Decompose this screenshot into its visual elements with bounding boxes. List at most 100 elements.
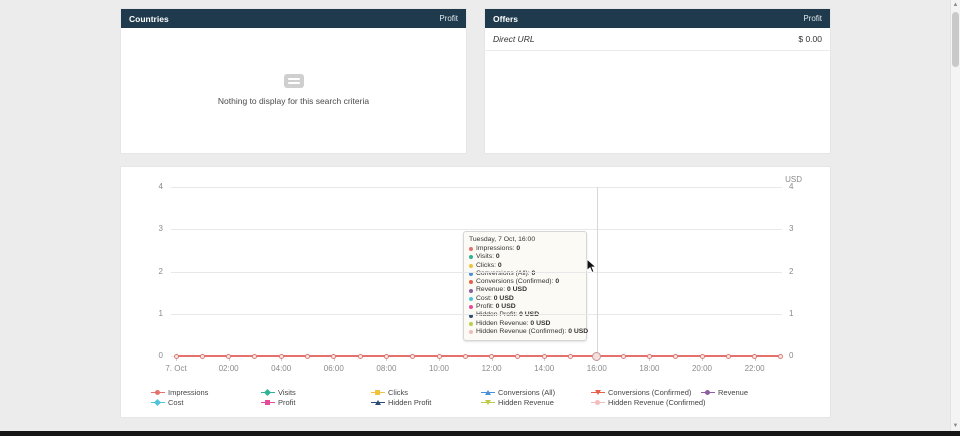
- x-axis-label: 20:00: [691, 364, 713, 373]
- x-axis-tick: [334, 357, 335, 361]
- y-axis-label-right: 3: [789, 224, 794, 234]
- legend-series-marker-icon: [481, 399, 495, 406]
- scrollbar-down-arrow-icon[interactable]: ▼: [952, 423, 959, 429]
- legend-series-marker-icon: [261, 388, 275, 397]
- data-point-marker: [200, 353, 205, 359]
- offer-profit-value: $ 0.00: [798, 34, 822, 44]
- x-axis-label: 14:00: [534, 364, 555, 373]
- data-point-marker: [621, 353, 626, 359]
- y-axis-label-left: 4: [158, 182, 163, 191]
- y-axis-label-left: 2: [158, 266, 163, 276]
- countries-panel-title: Countries: [129, 13, 169, 24]
- offer-row-direct-url[interactable]: Direct URL $ 0.00: [485, 28, 830, 51]
- x-axis-tick: [439, 357, 440, 361]
- x-axis-tick: [702, 357, 703, 361]
- legend-series-marker-icon: [591, 389, 605, 396]
- data-point-marker: [673, 353, 678, 359]
- legend-series-marker-icon: [151, 389, 165, 396]
- tooltip-item: Hidden Revenue (Confirmed): 0 USD: [469, 328, 588, 336]
- legend-label: Hidden Profit: [388, 398, 432, 407]
- x-axis-label: 08:00: [376, 364, 397, 373]
- countries-panel-header: Countries Profit: [121, 9, 466, 28]
- y-axis-label-right: 4: [789, 182, 794, 191]
- x-axis-tick: [755, 357, 756, 361]
- legend-label: Impressions: [168, 388, 209, 397]
- data-point-marker: [437, 353, 442, 359]
- tooltip-item: Hidden Profit: 0 USD: [469, 311, 581, 319]
- series-color-dot: [469, 305, 473, 310]
- scrollbar-up-arrow-icon[interactable]: ▲: [952, 2, 959, 8]
- x-axis-label: 02:00: [218, 364, 239, 373]
- legend-label: Clicks: [388, 388, 408, 397]
- legend-item-hidden-revenue[interactable]: Hidden Revenue: [481, 398, 554, 407]
- tooltip-item: Clicks: 0: [469, 262, 581, 270]
- legend-label: Profit: [278, 398, 296, 407]
- legend-label: Hidden Revenue (Confirmed): [608, 398, 706, 407]
- y-gridline: [171, 314, 782, 315]
- y-axis-label-right: 2: [789, 266, 794, 276]
- data-point-marker: [568, 353, 573, 359]
- series-color-dot: [469, 330, 473, 335]
- series-color-dot: [469, 272, 473, 277]
- tooltip-item: Impressions: 0: [469, 245, 581, 253]
- legend-item-hidden-profit[interactable]: Hidden Profit: [371, 398, 431, 407]
- legend-item-cost[interactable]: Cost: [151, 398, 183, 407]
- data-point-marker: [542, 353, 547, 359]
- y-axis-label-left: 1: [158, 308, 163, 318]
- legend-item-hidden-revenue-confirmed-[interactable]: Hidden Revenue (Confirmed): [591, 398, 706, 407]
- mouse-cursor: [586, 259, 598, 274]
- x-axis-label: 04:00: [271, 364, 292, 373]
- legend-label: Visits: [278, 388, 296, 397]
- series-color-dot: [469, 313, 473, 318]
- offers-panel-title: Offers: [493, 13, 519, 24]
- chart-tooltip: Tuesday, 7 Oct, 16:00 Impressions: 0 Visi…: [463, 231, 588, 342]
- data-point-marker: [174, 353, 179, 359]
- legend-series-marker-icon: [701, 389, 715, 396]
- legend-series-marker-icon: [371, 389, 385, 396]
- data-point-marker: [226, 353, 231, 359]
- window-bottom-edge: [0, 431, 960, 436]
- empty-state-icon: [283, 74, 304, 88]
- legend-item-conversions-confirmed-[interactable]: Conversions (Confirmed): [591, 388, 691, 397]
- tooltip-item: Hidden Revenue: 0 USD: [469, 320, 581, 328]
- legend-item-visits[interactable]: Visits: [261, 388, 296, 397]
- legend-item-conversions-all-[interactable]: Conversions (All): [481, 388, 555, 397]
- tooltip-item: Profit: 0 USD: [469, 303, 581, 311]
- offer-name[interactable]: Direct URL: [493, 34, 535, 44]
- data-point-marker: [647, 353, 652, 359]
- series-color-dot: [469, 247, 473, 252]
- legend-series-marker-icon: [591, 399, 605, 406]
- x-axis-tick: [649, 357, 650, 361]
- series-color-dot: [469, 296, 473, 301]
- tooltip-item: Conversions (All): 0: [469, 270, 581, 278]
- data-point-marker: [778, 353, 783, 359]
- scrollbar-thumb[interactable]: [952, 12, 959, 67]
- legend-item-profit[interactable]: Profit: [261, 398, 296, 407]
- countries-profit-column-label: Profit: [439, 14, 458, 23]
- series-color-dot: [469, 280, 473, 285]
- tooltip-item: Revenue: 0 USD: [469, 286, 581, 294]
- data-point-marker: [305, 353, 310, 359]
- y-axis-label-right: 0: [789, 351, 794, 360]
- vertical-scrollbar[interactable]: ▲ ▼: [950, 0, 960, 431]
- data-point-marker: [515, 353, 520, 359]
- x-axis-label: 22:00: [744, 364, 765, 373]
- y-gridline: [171, 187, 782, 188]
- data-point-marker: [489, 353, 494, 359]
- x-axis-tick: [544, 357, 545, 361]
- legend-item-clicks[interactable]: Clicks: [371, 388, 408, 397]
- x-axis-label: 10:00: [428, 364, 450, 373]
- y-gridline: [171, 229, 782, 230]
- series-color-dot: [469, 288, 473, 293]
- legend-series-marker-icon: [151, 398, 165, 407]
- hovered-point-marker: [592, 351, 601, 361]
- chart-panel[interactable]: USD Tuesday, 7 Oct, 16:00 Impressions: 0…: [120, 166, 831, 418]
- offers-panel: Offers Profit Direct URL $ 0.00: [484, 8, 831, 154]
- legend-label: Conversions (Confirmed): [608, 388, 692, 397]
- legend-item-revenue[interactable]: Revenue: [701, 388, 748, 397]
- data-point-marker: [279, 353, 284, 359]
- legend-item-impressions[interactable]: Impressions: [151, 388, 208, 397]
- legend-series-marker-icon: [371, 399, 385, 406]
- tooltip-item: Conversions (Confirmed): 0: [469, 278, 581, 286]
- legend-label: Cost: [168, 398, 184, 407]
